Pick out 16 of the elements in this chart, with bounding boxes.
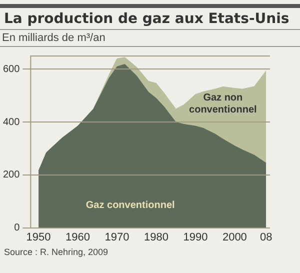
- source-note: Source : R. Nehring, 2009: [3, 247, 110, 257]
- series-label: Gaz non conventionnel: [189, 92, 258, 116]
- x-tick-label: 1950: [26, 231, 51, 244]
- chart-title: La production de gaz aux Etats-Unis: [0, 4, 300, 30]
- x-tick-label: 1980: [144, 231, 168, 244]
- x-tick-label: 2000: [222, 231, 247, 244]
- x-tick-label: 1960: [66, 231, 90, 244]
- y-tick-label: 600: [2, 64, 20, 75]
- x-tick-label: 1990: [183, 231, 208, 244]
- x-tick-label: 1970: [104, 231, 130, 244]
- y-tick-label: 200: [2, 170, 20, 181]
- chart-subtitle: En milliards de m³/an: [0, 30, 300, 47]
- x-tick-label: 08: [260, 231, 272, 244]
- y-tick-label: 400: [2, 116, 20, 128]
- y-tick-label: 0: [14, 222, 20, 234]
- series-label: Gaz conventionnel: [86, 200, 176, 211]
